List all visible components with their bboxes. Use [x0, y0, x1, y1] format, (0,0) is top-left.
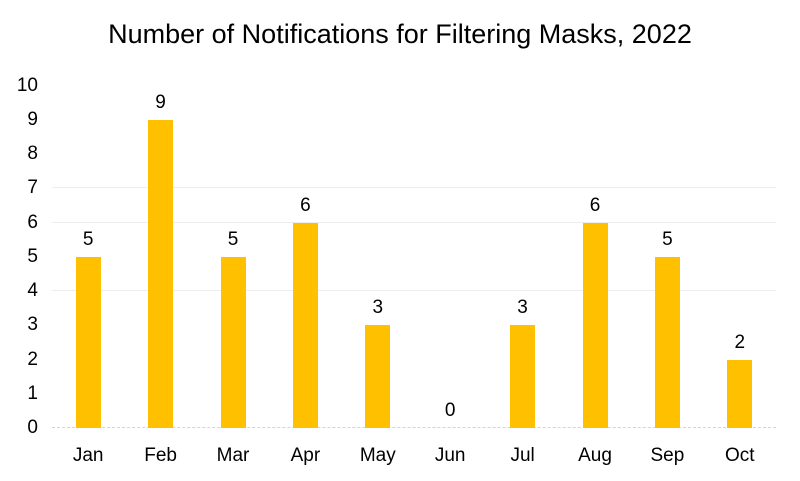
x-axis-baseline — [52, 427, 776, 428]
bar-oct — [727, 359, 753, 428]
bar-may — [365, 325, 391, 428]
y-tick-label-6: 6 — [27, 211, 38, 233]
x-tick-label-apr: Apr — [290, 445, 321, 466]
bar-feb — [148, 119, 174, 428]
bar-aug — [582, 222, 608, 428]
y-tick-label-10: 10 — [16, 74, 38, 96]
bar-value-label-aug: 6 — [589, 194, 601, 216]
plot-area: 5 9 5 6 3 0 3 6 5 2 — [52, 86, 776, 428]
bar-value-label-jan: 5 — [82, 228, 94, 250]
x-tick-label-may: May — [359, 445, 396, 466]
x-tick-label-jun: Jun — [434, 445, 466, 466]
y-tick-label-5: 5 — [27, 245, 38, 267]
bar-value-label-jul: 3 — [517, 297, 528, 319]
x-tick-label-aug: Aug — [578, 445, 612, 466]
x-tick-label-jul: Jul — [510, 445, 535, 466]
x-tick-label-feb: Feb — [144, 445, 177, 466]
bar-apr — [292, 222, 318, 428]
x-tick-label-oct: Oct — [725, 445, 755, 466]
bar-value-label-mar: 5 — [227, 228, 239, 250]
gridline-y-7 — [52, 187, 776, 189]
y-tick-label-3: 3 — [27, 314, 38, 336]
bar-value-label-apr: 6 — [300, 194, 311, 216]
y-tick-label-4: 4 — [27, 280, 38, 301]
y-tick-label-9: 9 — [27, 108, 38, 130]
bar-sep — [654, 256, 680, 428]
y-tick-label-2: 2 — [27, 348, 38, 370]
chart-title: Number of Notifications for Filtering Ma… — [108, 19, 692, 49]
gridline-y-4 — [52, 290, 776, 291]
bar-jan — [75, 256, 101, 428]
bar-value-label-jun: 0 — [444, 400, 456, 421]
bar-jul — [510, 325, 536, 428]
x-tick-label-jan: Jan — [72, 445, 104, 466]
bar-value-label-may: 3 — [372, 297, 384, 319]
bar-value-label-sep: 5 — [662, 228, 673, 250]
bar-value-label-oct: 2 — [734, 331, 746, 353]
gridline-y-6 — [52, 221, 776, 223]
x-tick-label-sep: Sep — [650, 445, 685, 466]
x-tick-label-mar: Mar — [216, 445, 250, 466]
y-tick-label-1: 1 — [27, 382, 38, 404]
bar-mar — [220, 256, 246, 428]
y-tick-label-8: 8 — [27, 143, 38, 164]
bar-value-label-feb: 9 — [155, 91, 166, 113]
y-tick-label-7: 7 — [27, 177, 38, 199]
y-tick-label-0: 0 — [27, 417, 38, 438]
